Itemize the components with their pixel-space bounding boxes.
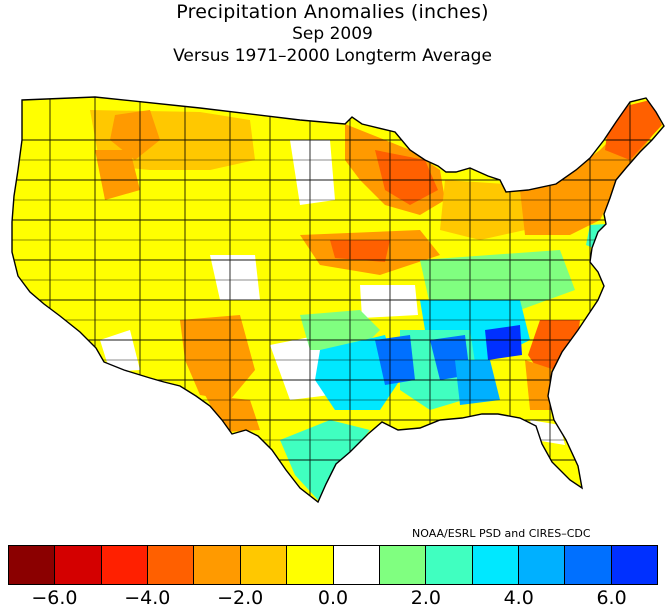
region-montana-orange xyxy=(110,110,160,160)
region-north-georgia xyxy=(485,325,522,360)
region-new-mexico xyxy=(180,315,255,400)
region-alabama xyxy=(455,360,500,405)
scale-tick-label: 6.0 xyxy=(596,587,627,609)
color-scale-cell xyxy=(379,546,427,584)
region-texas-panhandle-white xyxy=(270,335,330,400)
title-block: Precipitation Anomalies (inches) Sep 200… xyxy=(0,0,665,67)
scale-tick-label: 2.0 xyxy=(410,587,441,609)
scale-tick-label: −6.0 xyxy=(31,587,78,609)
region-ozarks-white xyxy=(360,285,418,318)
anomaly-regions xyxy=(12,97,664,502)
scale-tick-label: 4.0 xyxy=(503,587,534,609)
color-scale-cell xyxy=(240,546,288,584)
color-scale-bar xyxy=(8,545,658,585)
color-scale-cell xyxy=(565,546,612,584)
color-scale-cell xyxy=(148,546,195,584)
color-scale-cell xyxy=(333,546,380,584)
color-scale-cell xyxy=(101,546,149,584)
region-colorado-white xyxy=(210,255,260,300)
region-dakotas-white xyxy=(290,140,335,205)
region-idaho-orange xyxy=(95,150,140,200)
color-scale-cell xyxy=(426,546,473,584)
region-south-florida xyxy=(540,445,578,480)
map-title: Precipitation Anomalies (inches) xyxy=(176,1,489,23)
color-scale-cell xyxy=(472,546,519,584)
data-credit: NOAA/ESRL PSD and CIRES–CDC xyxy=(412,527,591,540)
color-scale-cell xyxy=(518,546,566,584)
color-scale-cell xyxy=(611,546,658,584)
scale-tick-label: 0.0 xyxy=(317,587,349,609)
region-iowa-missouri xyxy=(330,240,390,262)
division-borders xyxy=(12,97,664,502)
color-scale-cell xyxy=(9,546,56,584)
color-scale-cell xyxy=(287,546,334,584)
map-date: Sep 2009 xyxy=(292,24,373,44)
region-great-lakes xyxy=(440,180,525,240)
color-scale-cell xyxy=(55,546,102,584)
region-wisconsin xyxy=(375,150,438,205)
map-subtitle: Versus 1971–2000 Longterm Average xyxy=(173,46,492,66)
region-west-texas xyxy=(205,395,260,432)
region-florida-white xyxy=(530,420,565,445)
region-southwest-white xyxy=(100,330,140,372)
color-scale-cell xyxy=(194,546,241,584)
scale-tick-label: −4.0 xyxy=(124,587,171,609)
scale-tick-label: −2.0 xyxy=(217,587,264,609)
precipitation-anomaly-map xyxy=(11,96,665,503)
